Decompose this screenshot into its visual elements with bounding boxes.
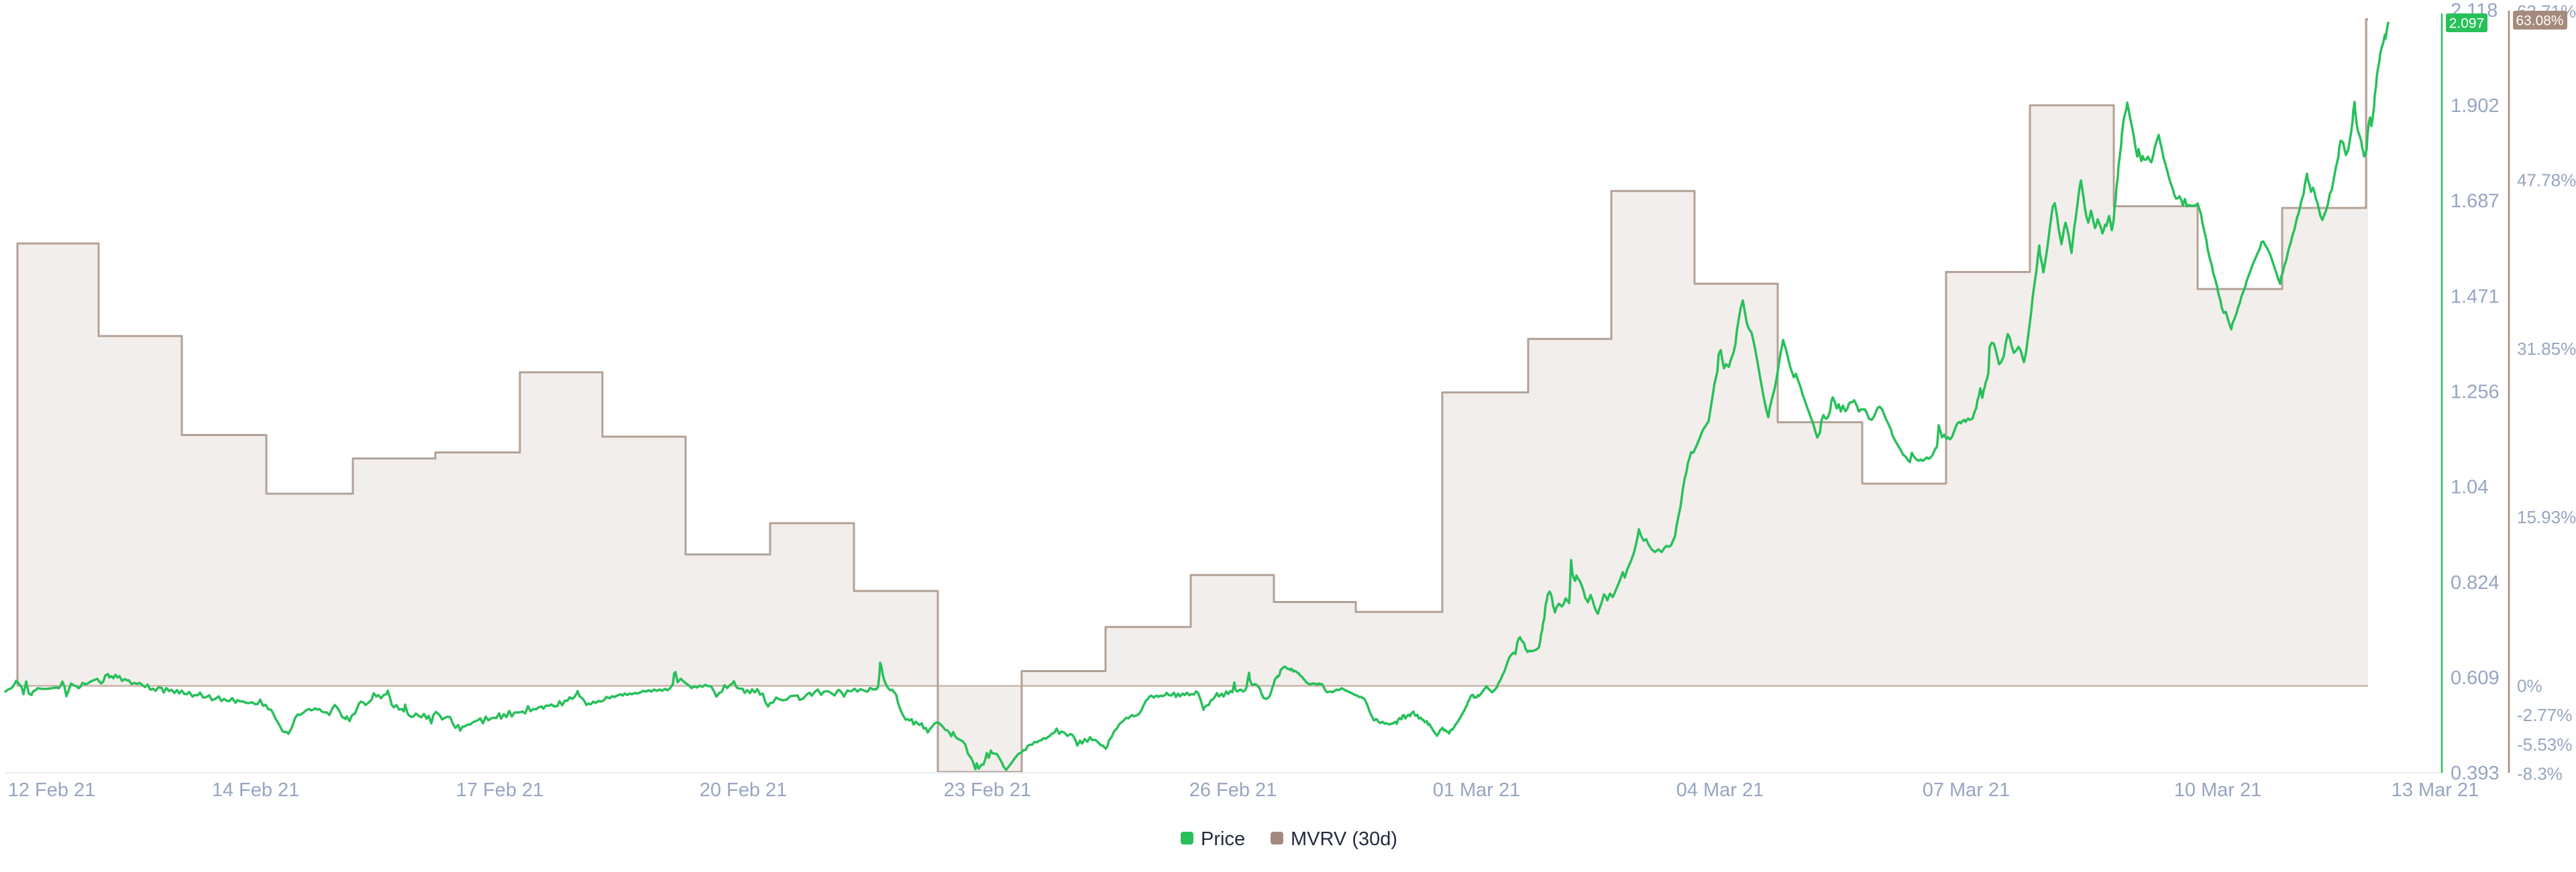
- svg-text:17 Feb 21: 17 Feb 21: [456, 779, 544, 801]
- svg-text:14 Feb 21: 14 Feb 21: [212, 779, 300, 801]
- svg-text:10 Mar 21: 10 Mar 21: [2174, 779, 2262, 801]
- svg-text:1.471: 1.471: [2451, 286, 2500, 307]
- svg-text:23 Feb 21: 23 Feb 21: [944, 779, 1032, 801]
- svg-text:47.78%: 47.78%: [2517, 170, 2576, 190]
- svg-text:-5.53%: -5.53%: [2517, 734, 2572, 755]
- svg-text:20 Feb 21: 20 Feb 21: [700, 779, 788, 801]
- svg-text:Price: Price: [1201, 828, 1245, 850]
- svg-text:63.08%: 63.08%: [2516, 13, 2563, 29]
- svg-text:31.85%: 31.85%: [2517, 339, 2576, 359]
- svg-text:1.902: 1.902: [2451, 95, 2500, 117]
- svg-text:0.609: 0.609: [2451, 667, 2500, 689]
- svg-text:01 Mar 21: 01 Mar 21: [1433, 779, 1521, 801]
- svg-text:0%: 0%: [2517, 676, 2542, 696]
- svg-text:0.393: 0.393: [2451, 763, 2500, 784]
- svg-text:2.097: 2.097: [2449, 16, 2485, 32]
- svg-text:1.687: 1.687: [2451, 190, 2500, 212]
- svg-text:MVRV (30d): MVRV (30d): [1291, 828, 1397, 850]
- svg-text:1.256: 1.256: [2451, 382, 2500, 403]
- svg-text:07 Mar 21: 07 Mar 21: [1923, 779, 2010, 801]
- svg-text:-8.3%: -8.3%: [2517, 764, 2563, 784]
- svg-text:13 Mar 21: 13 Mar 21: [2392, 779, 2479, 801]
- svg-text:-2.77%: -2.77%: [2517, 705, 2572, 725]
- svg-text:26 Feb 21: 26 Feb 21: [1189, 779, 1277, 801]
- svg-text:0.824: 0.824: [2451, 572, 2500, 594]
- svg-text:12 Feb 21: 12 Feb 21: [8, 779, 96, 801]
- svg-text:15.93%: 15.93%: [2517, 507, 2576, 527]
- svg-text:04 Mar 21: 04 Mar 21: [1676, 779, 1764, 801]
- svg-text:1.04: 1.04: [2451, 477, 2488, 498]
